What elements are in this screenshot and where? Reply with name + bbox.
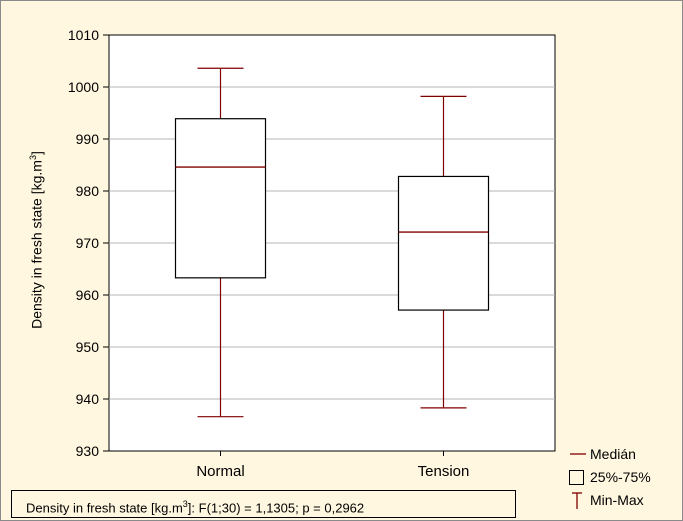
whisker-icon [572, 492, 582, 509]
iqr-box [174, 118, 267, 279]
y-tick-label: 940 [76, 391, 100, 407]
y-axis-label: Density in fresh state [kg.m3] [28, 151, 45, 329]
y-tick-label: 950 [76, 339, 100, 355]
median-line-icon [570, 453, 586, 455]
y-tick-label: 980 [76, 183, 100, 199]
box-square-icon [569, 470, 584, 485]
iqr-box [397, 175, 490, 311]
y-tick-label: 1000 [68, 79, 99, 95]
box-tension [397, 95, 490, 409]
y-tick-label: 970 [76, 235, 100, 251]
statistics-label: Density in fresh state [kg.m3]: F(1;30) … [11, 490, 516, 518]
y-axis-ticks: 1010 1000 990 980 970 960 950 940 930 [68, 27, 109, 459]
x-tick-label: Tension [418, 463, 470, 480]
y-tick-label: 960 [76, 287, 100, 303]
boxes [174, 67, 490, 418]
box-normal [174, 67, 267, 418]
legend-whisker-label: Min-Max [590, 492, 644, 508]
y-tick-label: 930 [76, 443, 100, 459]
x-axis-ticks: Normal Tension [196, 451, 469, 480]
legend-median-label: Medián [590, 446, 636, 462]
y-tick-label: 1010 [68, 27, 99, 43]
legend-box-label: 25%-75% [590, 469, 651, 485]
x-tick-label: Normal [196, 463, 244, 480]
y-tick-label: 990 [76, 131, 100, 147]
